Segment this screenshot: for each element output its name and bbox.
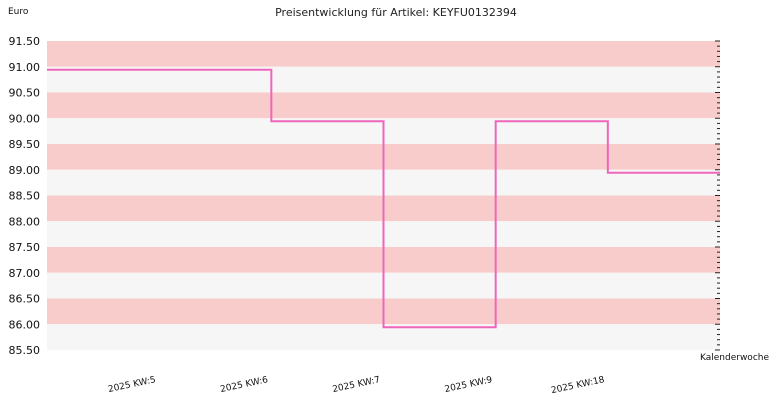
y-tick-label: 89.50 <box>9 138 41 151</box>
x-tick-label: 2025 KW:18 <box>550 375 605 396</box>
y-tick-label: 91.50 <box>9 35 41 48</box>
x-tick-label: 2025 KW:6 <box>219 375 269 395</box>
price-series-line <box>47 68 720 329</box>
y-tick-label: 90.00 <box>9 112 41 125</box>
y-tick-label: 89.00 <box>9 164 41 177</box>
y-tick-label: 85.50 <box>9 344 41 357</box>
y-axis-label: Euro <box>8 7 29 17</box>
y-tick-label: 87.00 <box>9 267 41 280</box>
y-tick-label: 86.00 <box>9 318 41 331</box>
x-tick-label: 2025 KW:5 <box>107 375 157 395</box>
y-tick-label: 88.00 <box>9 215 41 228</box>
x-tick-labels: 2025 KW:5 2025 KW:6 2025 KW:7 2025 KW:9 2025… <box>107 375 605 396</box>
y-tick-label: 90.50 <box>9 87 41 100</box>
y-tick-label: 86.50 <box>9 293 41 306</box>
right-axis-ticks <box>715 40 720 351</box>
plot-band <box>47 92 720 119</box>
plot-band <box>47 324 720 350</box>
chart-title: Preisentwicklung für Artikel: KEYFU01323… <box>275 6 517 19</box>
x-axis-label: Kalenderwoche <box>700 353 769 363</box>
y-tick-label: 91.00 <box>9 61 41 74</box>
y-tick-labels: 85.50 86.00 86.50 87.00 87.50 88.00 88.50 89.00… <box>9 35 41 357</box>
plot-band <box>47 66 720 93</box>
plot-band <box>47 41 720 67</box>
x-tick-label: 2025 KW:7 <box>332 375 382 395</box>
y-tick-label: 87.50 <box>9 241 41 254</box>
x-tick-label: 2025 KW:9 <box>444 375 494 395</box>
y-tick-label: 88.50 <box>9 190 41 203</box>
